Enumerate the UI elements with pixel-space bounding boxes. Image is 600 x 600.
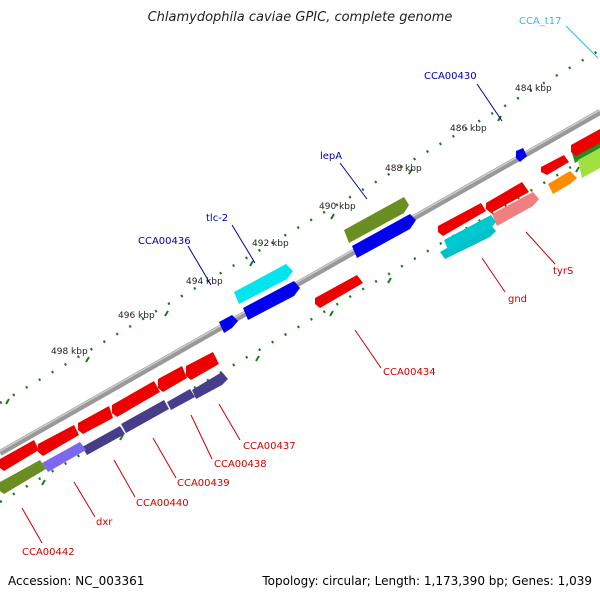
dxr-gene-2[interactable] xyxy=(42,442,86,472)
forward-strand-features xyxy=(219,133,600,333)
leader-cca00436 xyxy=(187,245,212,286)
cca00439-gene[interactable] xyxy=(112,381,160,417)
label-cca00439[interactable]: CCA00439 xyxy=(177,478,230,489)
leader-cca00434 xyxy=(354,329,382,369)
outer-scale-ring xyxy=(0,48,600,405)
leader-cca00438 xyxy=(190,414,213,460)
cca00440-gene-2[interactable] xyxy=(82,426,125,455)
leader-lepa xyxy=(339,162,368,200)
scale-label: 498 kbp xyxy=(51,347,88,357)
genome-title: Chlamydophila caviae GPIC, complete geno… xyxy=(147,10,453,25)
label-cca00438[interactable]: CCA00438 xyxy=(214,459,267,470)
reverse-strand-features xyxy=(0,129,600,494)
gene-feature[interactable] xyxy=(516,148,527,162)
tyrs-gene[interactable] xyxy=(492,192,539,226)
tick-mark xyxy=(5,398,10,405)
leader-tlc-2 xyxy=(231,224,256,264)
tick-mark xyxy=(119,434,124,441)
cca00438-gene[interactable] xyxy=(158,366,187,392)
leader-cca-t17 xyxy=(565,25,599,59)
scale-label: 488 kbp xyxy=(385,164,422,174)
tick-mark xyxy=(255,355,260,362)
label-cca00434[interactable]: CCA00434 xyxy=(383,367,436,378)
label-tyrs[interactable]: tyrS xyxy=(553,266,573,277)
dxr-gene[interactable] xyxy=(38,425,79,456)
leader-gnd xyxy=(481,257,506,293)
scale-label: 490 kbp xyxy=(319,202,356,212)
leader-dxr xyxy=(73,481,96,518)
gene-feature[interactable] xyxy=(486,182,529,213)
label-cca00440[interactable]: CCA00440 xyxy=(136,498,189,509)
scale-label: 484 kbp xyxy=(515,84,552,94)
lepa-gene[interactable] xyxy=(344,197,409,243)
tick-mark xyxy=(408,168,413,175)
tick-mark xyxy=(330,213,335,220)
tick-mark xyxy=(41,479,46,486)
label-cca00436[interactable]: CCA00436 xyxy=(138,236,191,247)
gene-feature[interactable] xyxy=(541,155,569,175)
leader-tyrs xyxy=(525,231,556,265)
tick-mark xyxy=(329,310,334,317)
label-dxr[interactable]: dxr xyxy=(96,517,113,528)
label-cca00442[interactable]: CCA00442 xyxy=(22,547,75,558)
tick-mark xyxy=(387,277,392,284)
label-cca00437[interactable]: CCA00437 xyxy=(243,441,296,452)
gene-feature[interactable] xyxy=(352,214,416,258)
accession-text: Accession: NC_003361 xyxy=(8,574,145,588)
tick-mark xyxy=(575,166,580,173)
label-cca00430[interactable]: CCA00430 xyxy=(424,71,477,82)
scale-label: 492 kbp xyxy=(252,239,289,249)
leader-cca00430 xyxy=(476,83,503,122)
gene-feature[interactable] xyxy=(578,148,600,178)
label-tlc-2[interactable]: tlc-2 xyxy=(206,213,228,224)
tick-mark xyxy=(85,356,90,363)
leader-cca00439 xyxy=(152,437,177,479)
topology-text: Topology: circular; Length: 1,173,390 bp… xyxy=(262,574,592,588)
cca00440-gene[interactable] xyxy=(78,406,113,434)
gene-feature[interactable] xyxy=(548,171,577,194)
gnd-gene-2[interactable] xyxy=(444,215,496,252)
gene-feature[interactable] xyxy=(243,281,300,320)
label-gnd[interactable]: gnd xyxy=(508,294,527,305)
cca00442-gene[interactable] xyxy=(0,440,39,471)
scale-label: 494 kbp xyxy=(186,277,223,287)
leader-cca00442 xyxy=(21,507,43,544)
leader-cca00437 xyxy=(218,403,241,441)
cca00438-gene-2[interactable] xyxy=(167,389,195,410)
cca00439-gene-2[interactable] xyxy=(121,400,169,433)
gene-feature[interactable] xyxy=(571,129,600,156)
tick-mark xyxy=(164,310,169,317)
cca00442-gene-2[interactable] xyxy=(0,460,46,494)
cca00436-gene[interactable] xyxy=(219,315,238,333)
label-leaders xyxy=(21,25,599,544)
genome-backbone-highlight xyxy=(0,109,600,452)
cca00434-gene[interactable] xyxy=(315,275,363,308)
scale-label: 486 kbp xyxy=(450,124,487,134)
genome-backbone xyxy=(0,109,600,456)
cca00437-gene[interactable] xyxy=(186,352,219,380)
scale-label: 496 kbp xyxy=(118,311,155,321)
cca00437-gene-2[interactable] xyxy=(192,372,228,399)
tick-mark xyxy=(249,260,254,267)
leader-cca00440 xyxy=(113,459,136,498)
tlc-2-gene[interactable] xyxy=(234,264,293,304)
gnd-gene[interactable] xyxy=(438,203,486,236)
tick-mark xyxy=(497,115,502,122)
label-cca-t17[interactable]: CCA_t17 xyxy=(519,16,561,27)
label-lepa[interactable]: lepA xyxy=(320,151,342,162)
